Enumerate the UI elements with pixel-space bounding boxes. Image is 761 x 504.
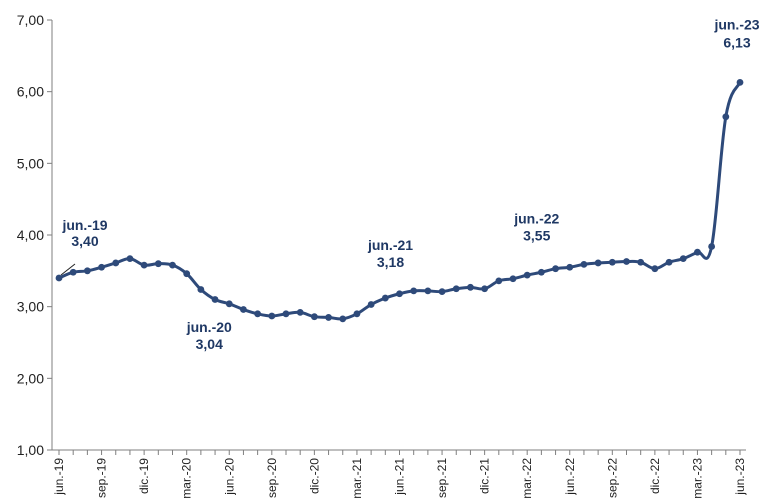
x-tick-label: jun.-23	[733, 458, 747, 496]
data-point	[240, 306, 247, 313]
data-point	[112, 259, 120, 267]
data-point	[183, 270, 191, 278]
x-tick-label: jun.-20	[222, 458, 236, 496]
data-point	[381, 294, 389, 302]
x-tick-label: sep.-22	[605, 458, 619, 498]
annotation-value: 6,13	[723, 34, 750, 50]
data-point	[325, 314, 332, 321]
x-tick-label: sep.-20	[265, 458, 279, 498]
data-point	[495, 277, 503, 285]
x-tick-label: mar.-21	[350, 458, 364, 499]
x-tick-label: sep.-19	[95, 458, 109, 498]
data-point	[566, 263, 574, 271]
data-point	[154, 260, 162, 268]
annotation-jun-19: jun.-193,40	[60, 217, 108, 276]
data-point	[665, 258, 673, 266]
data-point	[225, 300, 233, 308]
data-point	[410, 287, 418, 295]
data-point	[580, 260, 588, 268]
x-tick-label: dic.-22	[648, 458, 662, 494]
y-axis: 1,00 2,00 3,00 4,00 5,00 6,00 7,00	[17, 12, 53, 458]
annotation-jun-22: jun.-223,55	[513, 210, 559, 243]
data-point	[637, 258, 645, 266]
data-point	[268, 312, 276, 320]
x-tick-label: mar.-23	[690, 458, 704, 499]
y-tick-label: 7,00	[17, 12, 44, 28]
data-point	[552, 265, 559, 273]
y-tick-label: 4,00	[17, 227, 44, 243]
data-point	[679, 255, 687, 263]
data-point	[608, 258, 616, 266]
data-point	[140, 261, 148, 269]
data-point	[537, 268, 545, 276]
y-tick-label: 2,00	[17, 370, 44, 386]
annotations: jun.-193,40 jun.-203,04 jun.-213,18 jun.-22…	[60, 16, 760, 352]
data-point	[296, 309, 304, 316]
y-tick-label: 5,00	[17, 155, 44, 171]
y-tick-label: 3,00	[17, 299, 44, 315]
annotation-value: 3,40	[71, 233, 98, 249]
annotation-jun-23: jun.-23 6,13	[713, 16, 759, 50]
data-point	[623, 258, 630, 265]
data-point	[481, 285, 489, 293]
data-point	[509, 275, 517, 283]
annotation-value: 3,04	[196, 336, 223, 352]
annotation-date: jun.-19	[61, 217, 107, 233]
data-point	[310, 313, 318, 321]
data-point	[197, 286, 205, 293]
series-layer	[55, 78, 744, 323]
data-point	[98, 263, 105, 271]
data-point	[523, 271, 531, 279]
data-point	[339, 315, 347, 323]
x-tick-label: dic.-21	[478, 458, 492, 494]
data-point	[438, 288, 446, 296]
annotation-date: jun.-20	[186, 319, 232, 335]
y-tick-label: 1,00	[17, 442, 44, 458]
data-point	[367, 301, 375, 308]
annotation-jun-20: jun.-203,04	[186, 319, 232, 352]
annotation-date: jun.-23	[713, 16, 759, 32]
data-point	[254, 310, 262, 318]
x-tick-label: mar.-22	[520, 458, 534, 499]
data-point	[169, 261, 176, 269]
data-point	[55, 274, 63, 282]
annotation-date: jun.-22	[513, 210, 559, 226]
data-point	[736, 78, 744, 86]
x-tick-label: sep.-21	[435, 458, 449, 498]
annotation-value: 3,55	[523, 227, 550, 243]
annotation-value: 3,18	[377, 254, 404, 270]
annotation-leader	[60, 263, 76, 276]
annotation-date: jun.-21	[367, 237, 413, 253]
data-point	[594, 259, 602, 267]
x-tick-label: jun.-22	[563, 458, 577, 496]
data-point	[424, 287, 432, 295]
x-tick-label: mar.-20	[180, 458, 194, 499]
data-point	[651, 265, 659, 273]
series-line	[58, 81, 742, 321]
x-tick-label: jun.-19	[52, 458, 66, 496]
data-point	[467, 283, 474, 291]
data-point	[722, 113, 730, 121]
data-point	[83, 267, 91, 275]
data-point	[282, 310, 290, 318]
data-point	[708, 243, 716, 250]
data-point	[353, 310, 361, 318]
x-tick-label: dic.-19	[137, 458, 151, 494]
y-tick-label: 6,00	[17, 84, 44, 100]
x-axis: jun.-19 sep.-19 dic.-19 mar.-20 jun.-20 sep.-…	[52, 449, 747, 499]
data-point	[69, 268, 77, 276]
data-point	[396, 290, 403, 298]
x-tick-label: jun.-21	[393, 458, 407, 496]
annotation-jun-21: jun.-213,18	[367, 237, 413, 270]
data-point	[126, 255, 134, 263]
data-point	[694, 248, 701, 256]
data-point	[211, 296, 219, 303]
x-tick-label: dic.-20	[307, 458, 321, 494]
data-point	[452, 285, 460, 293]
